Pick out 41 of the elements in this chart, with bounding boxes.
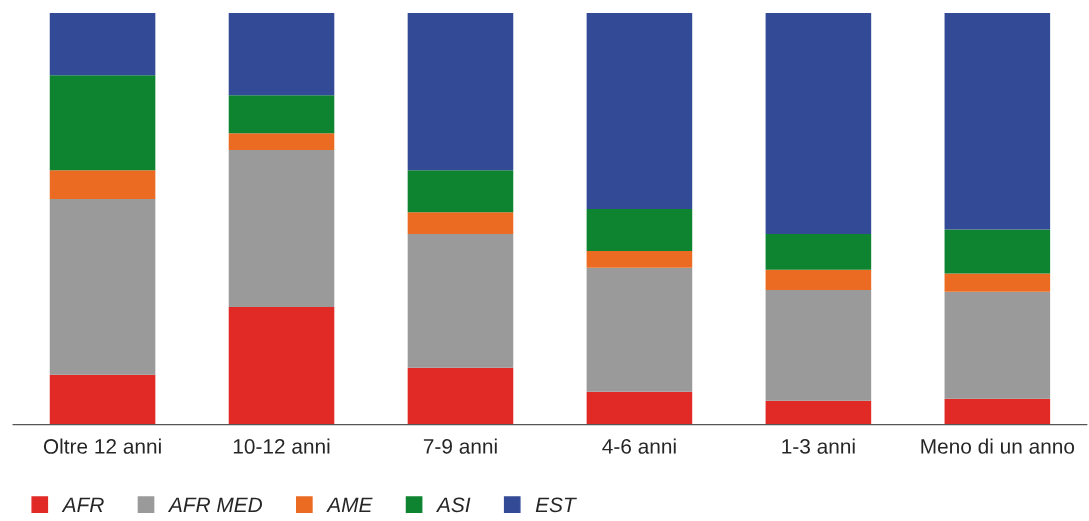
legend-label: ASI (435, 497, 471, 513)
bar (228, 150, 335, 307)
bar (49, 13, 156, 76)
bar (944, 273, 1051, 292)
bar (944, 229, 1051, 274)
bar (407, 170, 514, 213)
x-tick-label: 1-3 anni (782, 438, 855, 454)
bar (586, 13, 693, 209)
bar (586, 208, 693, 251)
legend-label: AME (326, 497, 373, 512)
bar (944, 291, 1051, 399)
bar (765, 13, 872, 235)
bar (407, 13, 514, 171)
bar (49, 75, 156, 171)
bar (407, 212, 514, 235)
x-tick-label: Oltre 12 anni (43, 438, 161, 454)
x-tick-label: Meno di un anno (921, 438, 1075, 454)
bar (586, 391, 693, 425)
x-tick-label: 4-6 anni (602, 438, 676, 454)
bar (944, 13, 1051, 230)
bar (765, 269, 872, 291)
bar (228, 95, 335, 134)
legend-label: EST (535, 497, 577, 513)
bar (49, 374, 156, 425)
bar (407, 234, 514, 368)
bar (586, 267, 693, 392)
bar (765, 400, 872, 425)
bar (765, 290, 872, 401)
bar (49, 170, 156, 200)
bar (944, 398, 1051, 425)
bar (228, 133, 335, 151)
bar (765, 234, 872, 270)
x-tick-label: 7-9 anni (423, 438, 497, 454)
bar (586, 250, 693, 268)
bar (228, 306, 335, 425)
bar (228, 13, 335, 96)
legend-label: AFR (61, 497, 104, 512)
bar (407, 367, 514, 425)
legend-label: AFR MED (167, 497, 263, 512)
x-tick-label: 10-12 anni (233, 438, 330, 454)
bar (49, 199, 156, 375)
